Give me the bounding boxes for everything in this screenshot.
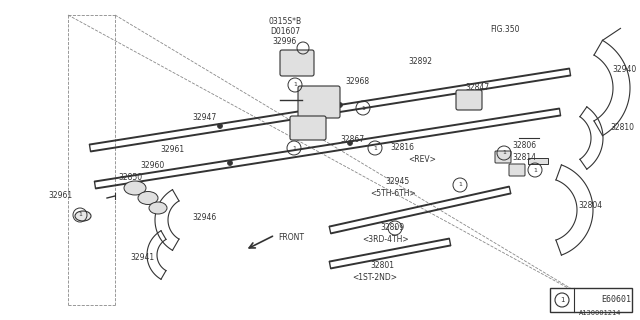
Text: 32809: 32809 <box>380 223 404 233</box>
Text: 32996: 32996 <box>273 37 297 46</box>
Text: 32892: 32892 <box>408 58 432 67</box>
Circle shape <box>348 140 353 146</box>
Text: FIG.350: FIG.350 <box>490 26 520 35</box>
Circle shape <box>227 161 232 165</box>
Text: 32816: 32816 <box>390 143 414 153</box>
Text: 32814: 32814 <box>512 154 536 163</box>
Text: 32941: 32941 <box>130 253 154 262</box>
Text: 32961: 32961 <box>160 146 184 155</box>
Text: 32850: 32850 <box>118 173 142 182</box>
Ellipse shape <box>124 181 146 195</box>
Text: 1: 1 <box>393 226 397 230</box>
Text: 0315S*B: 0315S*B <box>268 18 301 27</box>
Text: 32940: 32940 <box>612 66 636 75</box>
Text: 32945: 32945 <box>385 178 409 187</box>
Text: 1: 1 <box>78 212 82 218</box>
Ellipse shape <box>138 191 158 204</box>
Text: 32847: 32847 <box>465 84 489 92</box>
FancyBboxPatch shape <box>528 158 548 164</box>
FancyBboxPatch shape <box>550 288 632 312</box>
Text: A130001214: A130001214 <box>579 310 621 316</box>
Text: 1: 1 <box>373 146 377 150</box>
Text: <REV>: <REV> <box>408 156 436 164</box>
Text: 1: 1 <box>293 83 297 87</box>
Text: 1: 1 <box>560 297 564 303</box>
FancyBboxPatch shape <box>509 164 525 176</box>
Text: 1: 1 <box>458 182 462 188</box>
Text: E60601: E60601 <box>601 295 631 305</box>
Text: 32961: 32961 <box>48 190 72 199</box>
Text: 32801: 32801 <box>370 260 394 269</box>
FancyBboxPatch shape <box>456 90 482 110</box>
Text: 32806: 32806 <box>512 140 536 149</box>
Text: 32946: 32946 <box>192 213 216 222</box>
Text: 32810: 32810 <box>610 124 634 132</box>
Text: 32960: 32960 <box>140 161 164 170</box>
Text: 32947: 32947 <box>193 114 217 123</box>
Text: 1: 1 <box>292 146 296 150</box>
Ellipse shape <box>149 202 167 214</box>
Text: <5TH-6TH>: <5TH-6TH> <box>370 189 416 198</box>
Text: 1: 1 <box>533 167 537 172</box>
Text: 32867: 32867 <box>340 135 364 145</box>
Text: 32968: 32968 <box>345 77 369 86</box>
Text: FRONT: FRONT <box>278 234 304 243</box>
FancyBboxPatch shape <box>298 86 340 118</box>
Text: 32804: 32804 <box>578 202 602 211</box>
FancyBboxPatch shape <box>280 50 314 76</box>
Circle shape <box>337 102 342 108</box>
FancyBboxPatch shape <box>495 151 511 163</box>
FancyBboxPatch shape <box>290 116 326 140</box>
Text: D01607: D01607 <box>270 28 300 36</box>
Text: 1: 1 <box>361 106 365 110</box>
Text: <1ST-2ND>: <1ST-2ND> <box>352 273 397 282</box>
Text: <3RD-4TH>: <3RD-4TH> <box>362 236 408 244</box>
Ellipse shape <box>75 211 91 221</box>
Circle shape <box>218 124 223 129</box>
Text: 1: 1 <box>502 150 506 156</box>
